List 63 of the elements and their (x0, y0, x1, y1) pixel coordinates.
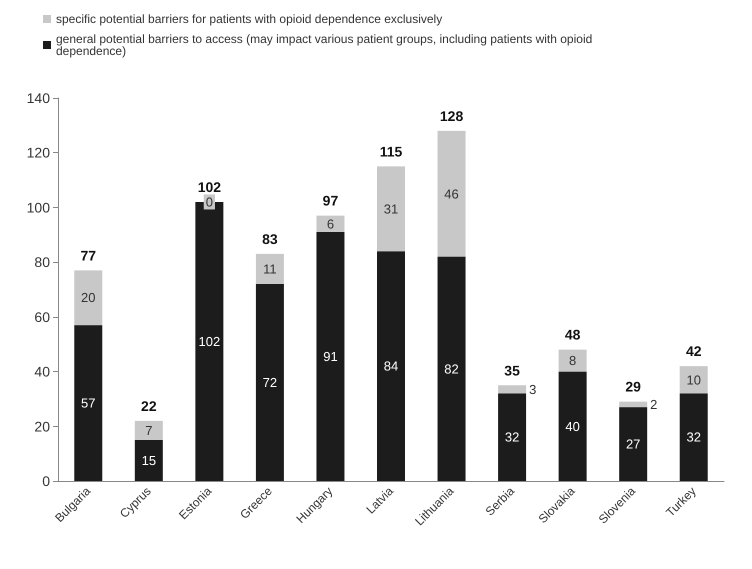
data-label: 3 (529, 382, 536, 397)
data-label: 32 (504, 430, 520, 445)
total-label: 97 (322, 192, 338, 209)
total-label: 22 (141, 398, 157, 414)
bar (377, 251, 405, 481)
data-label: 10 (686, 372, 701, 388)
data-label: 27 (626, 436, 640, 452)
data-label: 11 (263, 261, 277, 276)
bar (498, 393, 526, 481)
bar (498, 385, 526, 394)
total-label: 102 (198, 178, 222, 195)
bar (74, 325, 102, 481)
data-label: 0 (206, 194, 213, 210)
total-label: 128 (440, 108, 464, 124)
data-label: 6 (326, 216, 334, 232)
bar (558, 350, 587, 372)
data-label: 2 (650, 396, 658, 412)
bar (619, 407, 648, 481)
data-label: 46 (444, 186, 459, 202)
data-label: 57 (81, 396, 96, 411)
y-tick-label: 0 (42, 473, 50, 489)
y-tick-label: 140 (26, 90, 50, 106)
total-label: 48 (564, 326, 581, 343)
data-label: 20 (81, 290, 96, 306)
bar (316, 216, 344, 232)
y-tick-label: 40 (34, 364, 50, 380)
total-label: 83 (262, 230, 278, 247)
bar (558, 372, 587, 481)
data-label: 31 (384, 201, 398, 216)
bar (134, 420, 163, 440)
total-label: 29 (625, 378, 642, 395)
bar (438, 130, 466, 257)
data-label: 91 (323, 349, 338, 364)
bar (680, 393, 708, 481)
total-label: 35 (504, 362, 520, 378)
data-label: 84 (384, 358, 398, 374)
data-label: 102 (198, 334, 220, 349)
data-label: 40 (565, 418, 580, 434)
total-label: 77 (80, 247, 96, 264)
bar (316, 232, 344, 481)
bar (619, 402, 648, 408)
bar (377, 166, 405, 252)
bar (134, 440, 163, 481)
data-label: 15 (142, 452, 156, 468)
bar (256, 284, 284, 481)
total-label: 115 (380, 143, 403, 160)
y-tick-label: 80 (34, 254, 50, 270)
bar (680, 366, 708, 394)
y-tick-label: 120 (26, 144, 50, 161)
y-tick-label: 20 (34, 418, 50, 434)
legend-label: general potential barriers to access (may impact various patient groups, including patients with opioid dependence) (56, 32, 596, 58)
bar (438, 256, 466, 481)
data-label: 32 (686, 430, 701, 445)
data-label: 72 (262, 375, 278, 390)
bar (256, 254, 284, 284)
total-label: 42 (686, 343, 702, 360)
data-label: 8 (569, 353, 576, 368)
bar (74, 270, 102, 326)
legend-label: specific potential barriers for patients with opioid dependence exclusively (56, 12, 442, 26)
data-label: 7 (145, 422, 152, 438)
y-tick-label: 100 (26, 199, 50, 216)
y-tick-label: 60 (34, 308, 50, 325)
data-label: 82 (444, 361, 459, 376)
